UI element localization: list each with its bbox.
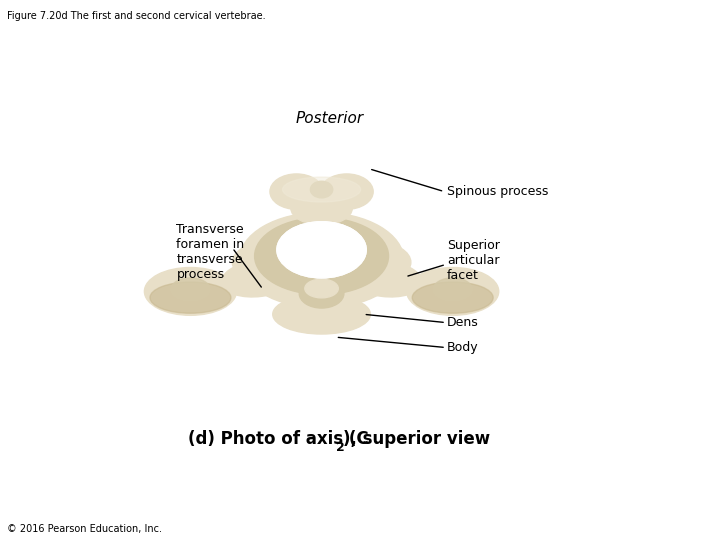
Ellipse shape bbox=[310, 181, 333, 198]
Ellipse shape bbox=[150, 282, 231, 313]
Ellipse shape bbox=[233, 242, 300, 282]
Ellipse shape bbox=[273, 294, 370, 334]
Text: Transverse
foramen in
transverse
process: Transverse foramen in transverse process bbox=[176, 223, 245, 281]
Ellipse shape bbox=[239, 212, 404, 308]
Ellipse shape bbox=[407, 267, 499, 315]
Text: Posterior: Posterior bbox=[296, 111, 364, 126]
Ellipse shape bbox=[291, 192, 352, 225]
Text: Body: Body bbox=[447, 341, 479, 354]
Text: (d) Photo of axis (C: (d) Photo of axis (C bbox=[188, 430, 368, 448]
Ellipse shape bbox=[277, 222, 366, 278]
Ellipse shape bbox=[270, 174, 323, 210]
Ellipse shape bbox=[320, 174, 373, 210]
Text: Dens: Dens bbox=[447, 316, 479, 329]
Ellipse shape bbox=[255, 218, 389, 294]
Text: Superior
articular
facet: Superior articular facet bbox=[447, 239, 500, 282]
Ellipse shape bbox=[273, 220, 370, 255]
Ellipse shape bbox=[413, 282, 493, 313]
Text: Spinous process: Spinous process bbox=[447, 185, 549, 198]
Ellipse shape bbox=[277, 222, 366, 278]
Ellipse shape bbox=[145, 267, 236, 315]
Ellipse shape bbox=[171, 278, 210, 301]
Ellipse shape bbox=[433, 278, 472, 301]
Ellipse shape bbox=[282, 177, 361, 202]
Ellipse shape bbox=[350, 261, 422, 297]
Text: Figure 7.20d The first and second cervical vertebrae.: Figure 7.20d The first and second cervic… bbox=[7, 11, 266, 21]
Text: ), superior view: ), superior view bbox=[343, 430, 490, 448]
Ellipse shape bbox=[222, 261, 293, 297]
Ellipse shape bbox=[305, 279, 338, 298]
Text: 2: 2 bbox=[336, 441, 344, 454]
Ellipse shape bbox=[300, 279, 344, 308]
Text: © 2016 Pearson Education, Inc.: © 2016 Pearson Education, Inc. bbox=[7, 523, 162, 534]
Ellipse shape bbox=[344, 242, 411, 282]
